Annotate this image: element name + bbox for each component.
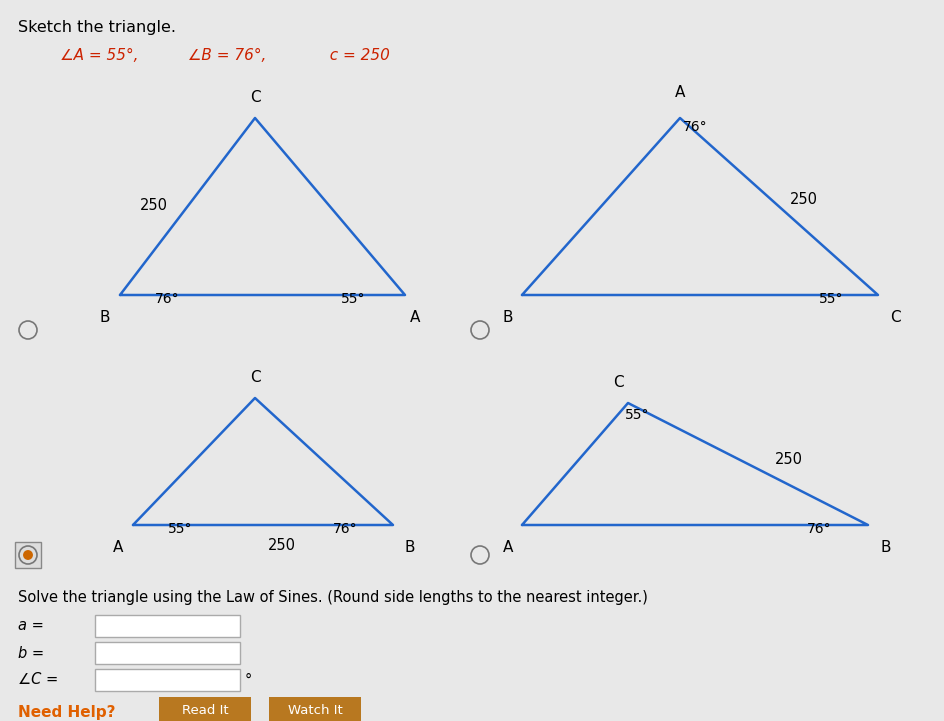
Text: 76°: 76° xyxy=(807,522,832,536)
Text: 76°: 76° xyxy=(333,522,358,536)
Text: 55°: 55° xyxy=(625,408,649,422)
Text: C: C xyxy=(249,90,261,105)
Text: 250: 250 xyxy=(268,538,296,553)
FancyBboxPatch shape xyxy=(95,669,240,691)
Text: ∠C =: ∠C = xyxy=(18,673,59,688)
Text: Read It: Read It xyxy=(181,704,228,717)
Text: ∠A = 55°,: ∠A = 55°, xyxy=(60,48,139,63)
Text: A: A xyxy=(113,540,123,555)
Text: A: A xyxy=(410,310,420,325)
Text: A: A xyxy=(675,85,685,100)
Text: A: A xyxy=(503,540,514,555)
FancyBboxPatch shape xyxy=(269,697,361,721)
Text: °: ° xyxy=(245,673,252,688)
FancyBboxPatch shape xyxy=(95,615,240,637)
Text: 76°: 76° xyxy=(683,120,708,134)
Text: b =: b = xyxy=(18,645,44,660)
Text: 55°: 55° xyxy=(341,292,365,306)
Circle shape xyxy=(23,550,33,560)
Text: B: B xyxy=(100,310,110,325)
Text: C: C xyxy=(613,375,623,390)
Text: a =: a = xyxy=(18,619,43,634)
Text: Watch It: Watch It xyxy=(288,704,343,717)
Text: 55°: 55° xyxy=(818,292,843,306)
FancyBboxPatch shape xyxy=(95,642,240,664)
Text: B: B xyxy=(503,310,514,325)
Text: 250: 250 xyxy=(140,198,168,213)
FancyBboxPatch shape xyxy=(15,542,41,568)
Text: C: C xyxy=(249,370,261,385)
Text: ∠B = 76°,: ∠B = 76°, xyxy=(178,48,266,63)
Text: B: B xyxy=(405,540,415,555)
Text: C: C xyxy=(890,310,901,325)
Text: Solve the triangle using the Law of Sines. (Round side lengths to the nearest in: Solve the triangle using the Law of Sine… xyxy=(18,590,648,605)
Text: Sketch the triangle.: Sketch the triangle. xyxy=(18,20,176,35)
Text: 55°: 55° xyxy=(168,522,193,536)
Text: B: B xyxy=(880,540,890,555)
Text: Need Help?: Need Help? xyxy=(18,704,115,720)
Text: 76°: 76° xyxy=(155,292,179,306)
Text: 250: 250 xyxy=(775,453,803,467)
Text: c = 250: c = 250 xyxy=(320,48,390,63)
Text: 250: 250 xyxy=(790,193,818,208)
FancyBboxPatch shape xyxy=(159,697,251,721)
